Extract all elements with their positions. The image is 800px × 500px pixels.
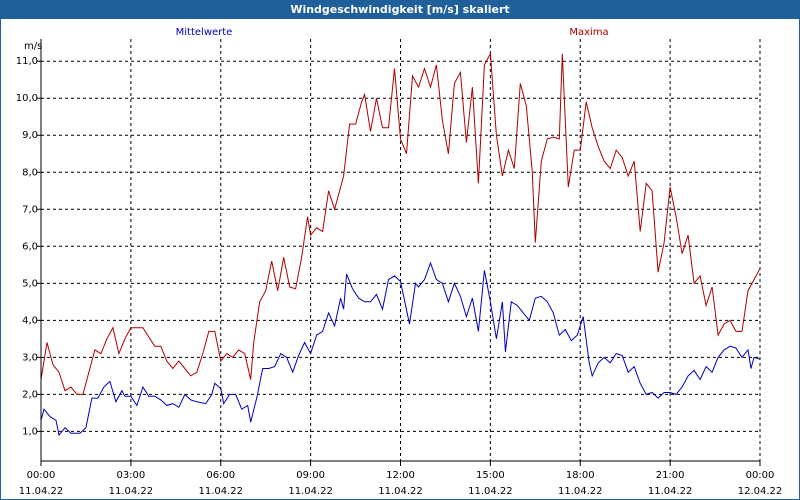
x-tick-date-label: 11.04.22 xyxy=(198,486,243,497)
y-tick-label: 9,0 xyxy=(22,130,38,141)
x-tick-time-label: 18:00 xyxy=(566,470,595,481)
grid xyxy=(41,39,761,461)
y-tick-label: 4,0 xyxy=(22,315,38,326)
y-tick-label: 10,0 xyxy=(16,93,38,104)
y-tick-label: 5,0 xyxy=(22,278,38,289)
x-tick-time-label: 06:00 xyxy=(206,470,235,481)
x-tick-time-label: 21:00 xyxy=(656,470,685,481)
series-line-maxima xyxy=(40,52,761,395)
y-tick-label: 3,0 xyxy=(22,352,38,363)
y-tick-label: 8,0 xyxy=(22,167,38,178)
x-tick-time-label: 00:00 xyxy=(27,470,56,481)
x-tick-time-label: 09:00 xyxy=(296,470,325,481)
x-tick-time-label: 00:00 xyxy=(746,470,775,481)
x-tick-date-label: 12.04.22 xyxy=(738,486,783,497)
y-tick-label: 6,0 xyxy=(22,241,38,252)
axes: 1,0 2,0 3,0 4,0 5,0 6,0 7,0 8,0 9,0 10,0 11,0 00:00… xyxy=(16,39,783,497)
y-tick-label: 1,0 xyxy=(22,426,38,437)
window-title: Windgeschwindigkeit [m/s] skaliert xyxy=(1,1,799,19)
legend-maxima: Maxima xyxy=(569,27,608,38)
x-tick-date-label: 11.04.22 xyxy=(558,486,603,497)
x-tick-date-label: 11.04.22 xyxy=(109,486,154,497)
y-tick-label: 11,0 xyxy=(16,56,38,67)
x-tick-time-label: 15:00 xyxy=(476,470,505,481)
wind-speed-chart: 1,0 2,0 3,0 4,0 5,0 6,0 7,0 8,0 9,0 10,0 11,0 00:00… xyxy=(16,27,783,497)
x-tick-date-label: 11.04.22 xyxy=(468,486,513,497)
x-tick-time-label: 12:00 xyxy=(386,470,415,481)
x-tick-date-label: 11.04.22 xyxy=(288,486,333,497)
y-tick-label: 7,0 xyxy=(22,204,38,215)
x-tick-time-label: 03:00 xyxy=(116,470,145,481)
x-tick-date-label: 11.04.22 xyxy=(378,486,423,497)
legend-mittelwerte: Mittelwerte xyxy=(176,27,233,38)
y-tick-label: 2,0 xyxy=(22,389,38,400)
series-lines xyxy=(40,52,761,437)
series-line-mittelwerte xyxy=(40,261,761,437)
x-tick-date-label: 11.04.22 xyxy=(19,486,64,497)
y-axis-unit-label: m/s xyxy=(24,41,42,52)
x-tick-date-label: 11.04.22 xyxy=(648,486,693,497)
